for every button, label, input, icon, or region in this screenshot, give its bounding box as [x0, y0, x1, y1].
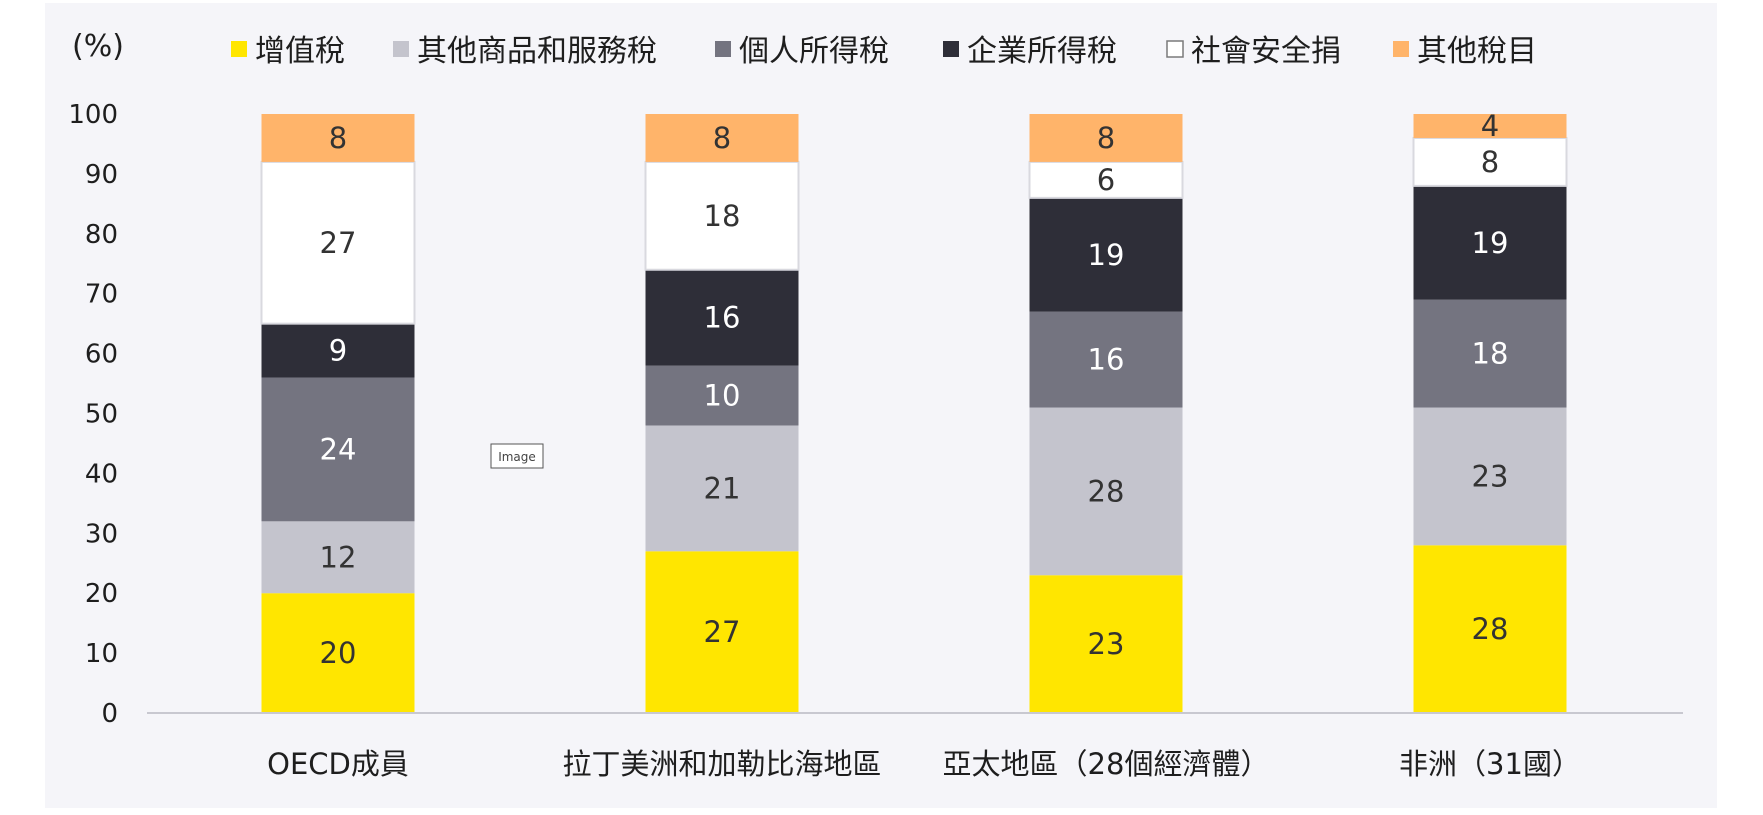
bar-segment	[1029, 114, 1183, 162]
bar-segment	[1029, 197, 1183, 312]
y-tick-label: 20	[85, 579, 118, 609]
bar-segment	[645, 551, 799, 713]
data-label: 18	[704, 199, 741, 233]
data-label: 8	[713, 121, 731, 155]
legend-label-5: 其他稅目	[1417, 34, 1537, 69]
y-tick-label: 40	[85, 459, 118, 489]
bar-segment	[645, 365, 799, 426]
legend-swatch-5	[1393, 41, 1409, 57]
data-label: 21	[704, 471, 741, 505]
image-badge-label: Image	[498, 450, 536, 464]
data-label: 28	[1088, 474, 1125, 508]
x-category-label: 拉丁美洲和加勒比海地區	[562, 747, 881, 781]
bar-segment	[261, 521, 415, 594]
bar-segment	[1413, 114, 1567, 138]
data-label: 28	[1472, 612, 1509, 646]
legend-label-0: 增值稅	[255, 34, 345, 69]
legend-label-1: 其他商品和服務稅	[417, 34, 657, 69]
data-label: 8	[1097, 121, 1115, 155]
data-label: 16	[1088, 343, 1125, 377]
data-label: 18	[1472, 337, 1509, 371]
data-label: 8	[1481, 145, 1499, 179]
bar-segment	[645, 114, 799, 162]
legend-swatch-4	[1166, 40, 1184, 58]
data-label: 4	[1481, 109, 1499, 143]
bar-segment	[261, 593, 415, 713]
data-label: 20	[320, 636, 357, 670]
bar-segment	[261, 377, 415, 522]
y-tick-label: 80	[85, 220, 118, 250]
bars: 20 12 24 9 27 8 27 21 10 16 18 8 23 28 16 19 6 8 28 23 18 19 8…	[260, 109, 1568, 713]
x-axis: OECD成員 拉丁美洲和加勒比海地區 亞太地區（28個經濟體） 非洲（31國）	[147, 712, 1683, 781]
data-label: 12	[320, 540, 357, 574]
data-label: 23	[1472, 459, 1509, 493]
data-label: 27	[320, 226, 357, 260]
bar-segment	[1029, 311, 1183, 408]
bar-segment	[261, 114, 415, 162]
bar-segment	[644, 160, 800, 271]
bar-segment	[1413, 407, 1567, 546]
bar-segment	[261, 323, 415, 378]
legend-label-4: 社會安全捐	[1191, 34, 1341, 69]
data-label: 19	[1472, 226, 1509, 260]
bar-segment	[1413, 185, 1567, 300]
data-label: 27	[704, 615, 741, 649]
data-label: 10	[704, 379, 741, 413]
data-label: 23	[1088, 627, 1125, 661]
bar-segment	[1029, 575, 1183, 713]
bar-segment	[1029, 407, 1183, 576]
data-label: 16	[704, 301, 741, 335]
image-badge: Image	[490, 443, 544, 469]
legend-swatch-2	[715, 41, 731, 57]
bar-segment	[1412, 136, 1568, 187]
y-tick-label: 10	[85, 639, 118, 669]
y-tick-label: 50	[85, 400, 118, 430]
y-tick-label: 70	[85, 280, 118, 310]
legend-swatch-3	[943, 41, 959, 57]
y-tick-label: 90	[85, 160, 118, 190]
bar-segment	[645, 269, 799, 366]
unit-label: (%)	[72, 29, 124, 64]
legend-label-3: 企業所得稅	[967, 34, 1117, 69]
x-category-label: 亞太地區（28個經濟體）	[943, 747, 1270, 781]
bar-segment	[1413, 299, 1567, 408]
data-label: 6	[1097, 163, 1115, 197]
x-category-label: 非洲（31國）	[1399, 747, 1581, 781]
legend: 增值稅 其他商品和服務稅 個人所得稅 企業所得稅 社會安全捐 其他稅目	[231, 34, 1537, 69]
y-tick-label: 0	[101, 699, 118, 729]
bar-segment	[645, 425, 799, 552]
bar-segment	[260, 160, 416, 325]
legend-swatch-0	[231, 41, 247, 57]
data-label: 19	[1088, 238, 1125, 272]
y-tick-label: 30	[85, 519, 118, 549]
legend-swatch-1	[393, 41, 409, 57]
y-tick-label: 60	[85, 340, 118, 370]
x-category-label: OECD成員	[267, 747, 409, 781]
y-tick-label: 100	[68, 100, 118, 130]
bar-segment	[1413, 545, 1567, 713]
data-label: 8	[329, 121, 347, 155]
legend-label-2: 個人所得稅	[739, 34, 889, 69]
data-label: 9	[329, 334, 347, 368]
data-label: 24	[320, 432, 357, 466]
y-axis: 0 10 20 30 40 50 60 70 80 90 100	[68, 100, 118, 729]
